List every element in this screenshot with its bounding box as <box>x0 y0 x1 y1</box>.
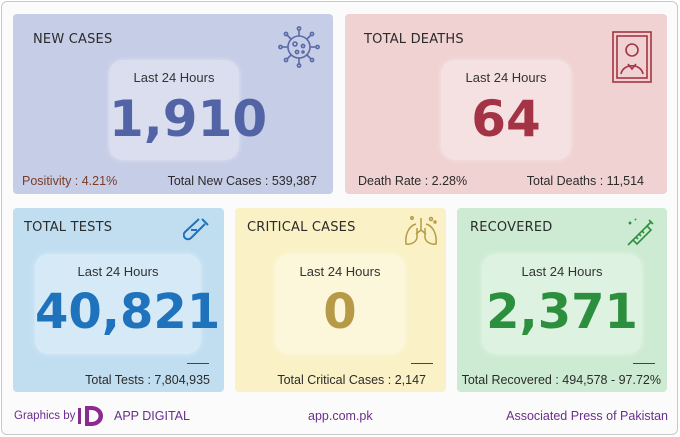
virus-icon <box>278 26 320 68</box>
critical-cases-highlight: Last 24 Hours 0 <box>275 254 405 354</box>
recovered-highlight: Last 24 Hours 2,371 <box>482 254 642 354</box>
total-tests-value: 40,821 <box>35 284 221 340</box>
total-deaths-count: Total Deaths : 11,514 <box>526 174 644 188</box>
agency-credit: Associated Press of Pakistan <box>506 409 668 423</box>
total-tests-count: Total Tests : 7,804,935 <box>85 373 210 387</box>
critical-cases-divider <box>411 363 433 364</box>
total-tests-card: TOTAL TESTS Last 24 Hours 40,821 Total T… <box>13 208 224 392</box>
app-digital-brand: APP DIGITAL <box>114 409 190 423</box>
portrait-frame-icon <box>612 31 652 83</box>
total-deaths-highlight: Last 24 Hours 64 <box>441 60 571 160</box>
new-cases-period: Last 24 Hours <box>133 70 215 85</box>
death-rate: Death Rate : 2.28% <box>358 174 468 188</box>
app-digital-logo <box>78 406 103 426</box>
critical-cases-period: Last 24 Hours <box>299 264 381 279</box>
website-link[interactable]: app.com.pk <box>308 409 373 423</box>
recovered-card: RECOVERED Last 24 Hours 2,371 Total Reco… <box>457 208 667 392</box>
test-tube-icon <box>183 218 209 241</box>
new-cases-value: 1,910 <box>109 90 268 148</box>
positivity-rate: Positivity : 4.21% <box>22 174 118 188</box>
syringe-icon <box>627 218 654 246</box>
recovered-divider <box>633 363 655 364</box>
graphics-by-label: Graphics by <box>14 410 76 422</box>
total-deaths-value: 64 <box>471 90 541 148</box>
total-tests-divider <box>187 363 209 364</box>
critical-cases-card: CRITICAL CASES Last 24 Hours 0 Total Cri… <box>235 208 446 392</box>
total-critical-cases: Total Critical Cases : 2,147 <box>277 373 426 387</box>
total-tests-period: Last 24 Hours <box>77 264 159 279</box>
recovered-title: RECOVERED <box>470 220 553 235</box>
critical-cases-title: CRITICAL CASES <box>247 220 356 235</box>
total-deaths-period: Last 24 Hours <box>465 70 547 85</box>
total-tests-highlight: Last 24 Hours 40,821 <box>35 254 221 354</box>
recovered-period: Last 24 Hours <box>521 264 603 279</box>
total-new-cases: Total New Cases : 539,387 <box>167 174 317 188</box>
new-cases-title: NEW CASES <box>33 32 113 47</box>
recovered-value: 2,371 <box>486 284 638 340</box>
total-deaths-title: TOTAL DEATHS <box>364 32 464 47</box>
footer: Graphics by APP DIGITAL app.com.pk Assoc… <box>0 398 680 434</box>
total-recovered: Total Recovered : 494,578 - 97.72% <box>461 373 661 387</box>
total-tests-title: TOTAL TESTS <box>24 220 113 235</box>
lungs-icon <box>405 216 437 245</box>
total-deaths-card: TOTAL DEATHS Last 24 Hours 64 Death Rate… <box>345 14 667 194</box>
new-cases-highlight: Last 24 Hours 1,910 <box>109 60 268 160</box>
critical-cases-value: 0 <box>323 284 357 340</box>
new-cases-card: NEW CASES Last 24 Hours 1,910 Positivity… <box>13 14 333 194</box>
